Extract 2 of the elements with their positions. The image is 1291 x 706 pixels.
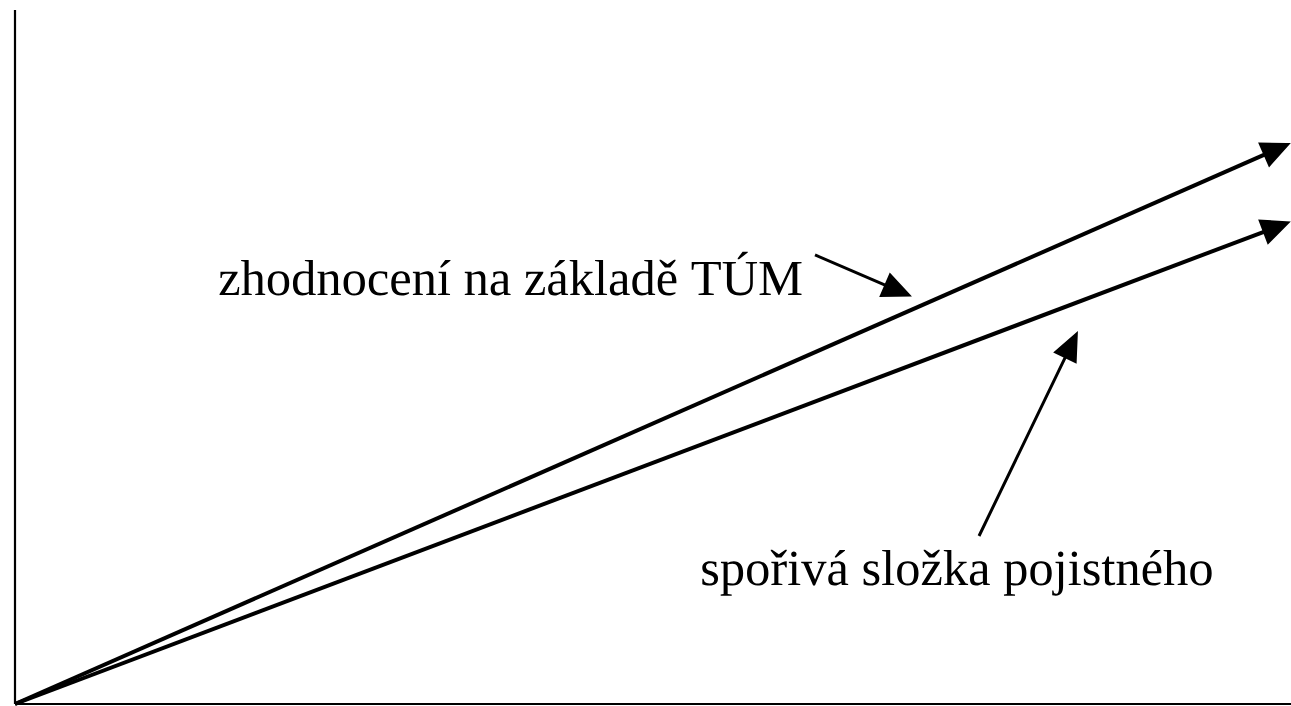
legend-label: zhodnocení na základě TÚM	[219, 251, 802, 296]
series-label: spořivá složka pojistného	[702, 549, 1212, 596]
